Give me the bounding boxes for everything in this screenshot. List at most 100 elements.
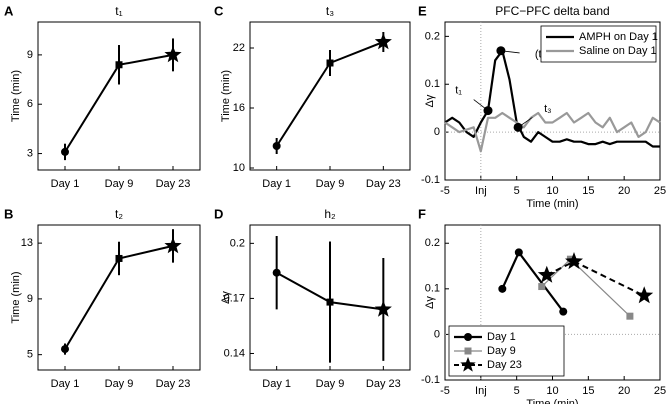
x-tick-label: Day 9 [316,378,345,390]
marker [635,286,654,304]
x-tick-label: -5 [440,385,450,397]
annotation-label: t₁ [455,84,462,96]
y-tick-label: 0.1 [425,78,440,90]
marker [61,345,69,354]
annotation-arrow [500,50,520,54]
marker [326,298,334,306]
y-axis-label: Time (min) [10,271,22,323]
x-tick-label: 10 [546,185,558,197]
marker [374,300,392,317]
annotation-arrow [517,117,533,128]
x-tick-label: Day 23 [366,178,401,190]
marker [498,284,507,293]
marker [374,33,392,50]
x-tick-label: 15 [582,185,594,197]
marker [565,252,583,270]
y-tick-label: 6 [27,98,33,110]
x-tick-label: 20 [618,385,630,397]
panel-letter: C [214,3,224,18]
x-tick-label: Day 1 [51,378,80,390]
marker [272,142,281,150]
annotation-point [513,122,523,132]
series-line [546,260,645,297]
y-tick-label: 0.1 [425,283,440,295]
marker [460,356,476,372]
chart-title: PFC−PFC delta band [495,4,609,18]
x-tick-label: 20 [618,185,630,197]
y-axis-label: Time (min) [220,70,232,122]
x-tick-label: 25 [654,185,666,197]
panel-letter: A [4,3,14,18]
panel-letter: B [4,206,13,221]
legend-label: AMPH on Day 1 [579,31,658,43]
legend-label: Day 9 [487,345,516,357]
marker [464,333,472,341]
x-tick-label: Day 23 [156,378,191,390]
y-tick-label: 0.14 [224,347,245,359]
y-tick-label: 5 [27,349,33,361]
x-tick-label: Day 23 [366,378,401,390]
marker [537,265,556,283]
y-tick-label: 9 [27,49,33,61]
y-tick-label: 0 [434,328,440,340]
x-tick-label: Day 9 [105,378,134,390]
chart-title: t₃ [326,4,334,18]
annotation-arrow [473,99,489,111]
marker [559,307,568,316]
series-line [444,49,660,148]
marker [115,61,123,69]
y-tick-label: 10 [233,162,245,174]
x-tick-label: Day 9 [105,178,134,190]
panel-letter: D [214,206,223,221]
legend-label: Saline on Day 1 [579,45,657,57]
series-line [501,251,565,313]
y-tick-label: 22 [233,42,245,54]
legend-label: Day 1 [487,331,516,343]
x-tick-label: Inj [475,385,487,397]
y-tick-label: 3 [27,147,33,159]
x-tick-label: Day 23 [156,178,191,190]
marker [464,347,472,355]
x-tick-label: Day 1 [262,178,291,190]
y-axis-label: Δγ [424,296,436,309]
chart-title: h₂ [324,207,336,221]
x-tick-label: Day 1 [262,378,291,390]
marker [115,254,123,262]
marker [326,59,334,67]
marker [538,283,546,291]
legend-label: Day 23 [487,359,522,371]
x-tick-label: 25 [654,385,666,397]
marker [164,45,182,63]
chart-title: t₁ [115,4,122,18]
series-line [444,111,661,153]
marker [61,147,69,156]
y-tick-label: -0.1 [421,174,440,186]
y-tick-label: 0.2 [425,237,440,249]
legend-box [540,25,657,63]
y-tick-label: 0.2 [425,30,440,42]
y-tick-label: 16 [233,102,245,114]
x-tick-label: -5 [440,185,450,197]
y-tick-label: 9 [27,293,33,305]
y-axis-label: Δγ [424,94,436,107]
x-tick-label: 5 [514,185,520,197]
y-tick-label: 0 [434,126,440,138]
x-tick-label: 10 [546,385,558,397]
x-tick-label: Day 1 [51,178,80,190]
y-axis-label: Δγ [220,291,232,304]
x-axis-label: Time (min) [526,198,578,210]
x-tick-label: Day 9 [316,178,345,190]
marker [272,268,281,277]
marker [164,236,182,254]
panel-letter: F [418,206,426,221]
y-tick-label: 0.17 [224,292,245,304]
marker [626,312,634,320]
chart-title: t₂ [115,207,123,221]
y-tick-label: 0.2 [230,237,245,249]
x-tick-label: 5 [514,385,520,397]
panel-letter: E [418,3,427,18]
x-tick-label: Inj [475,185,487,197]
marker [514,248,523,257]
y-tick-label: -0.1 [421,374,440,386]
